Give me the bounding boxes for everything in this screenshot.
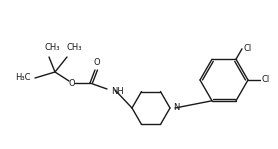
Text: O: O (94, 58, 100, 67)
Text: CH₃: CH₃ (44, 43, 60, 52)
Text: CH₃: CH₃ (66, 43, 82, 52)
Text: N: N (173, 104, 179, 112)
Text: Cl: Cl (244, 44, 252, 53)
Text: Cl: Cl (262, 76, 270, 84)
Text: NH: NH (111, 87, 124, 96)
Text: O: O (69, 79, 75, 87)
Text: H₃C: H₃C (16, 73, 31, 83)
